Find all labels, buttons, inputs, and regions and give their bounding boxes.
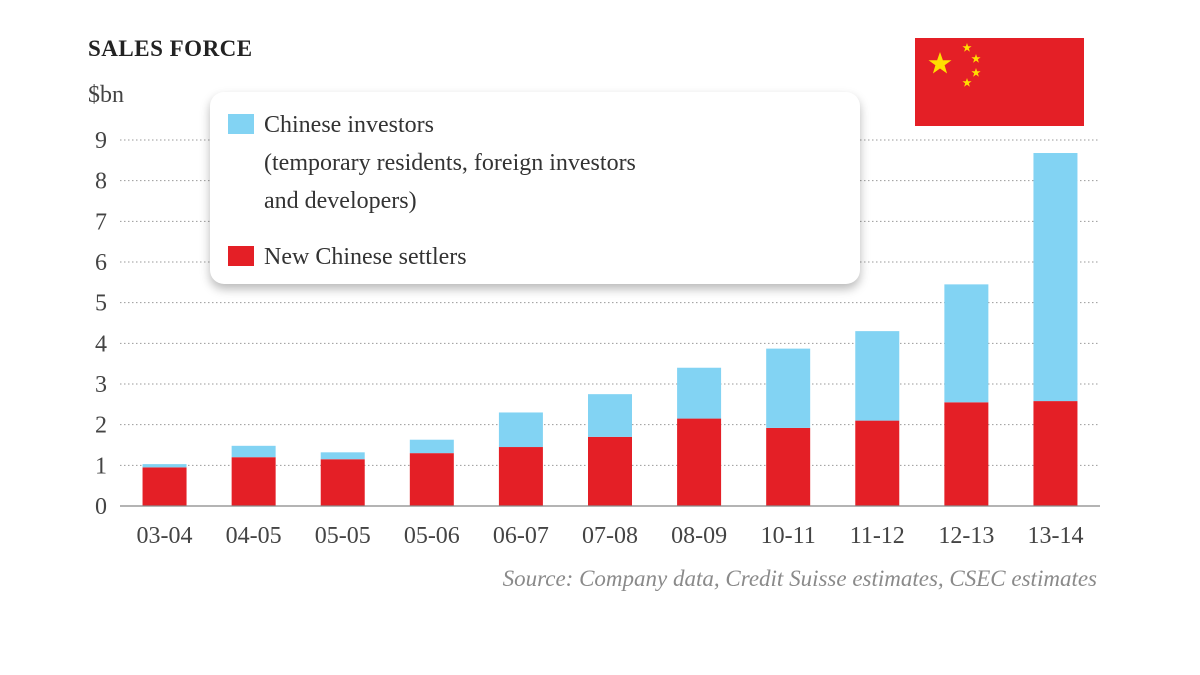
x-tick-label: 10-11 xyxy=(761,523,816,549)
small-star-icon xyxy=(962,43,972,52)
bar-chinese-investors-10-11 xyxy=(766,348,811,428)
bar-new-chinese-settlers-05-06 xyxy=(409,453,454,506)
bars xyxy=(142,153,1078,506)
bar-new-chinese-settlers-06-07 xyxy=(498,447,543,506)
y-tick-label: 7 xyxy=(95,209,107,235)
x-tick-label: 06-07 xyxy=(493,523,549,549)
bar-chinese-investors-13-14 xyxy=(1033,153,1078,402)
x-tick-label: 07-08 xyxy=(582,523,638,549)
y-tick-label: 1 xyxy=(95,453,107,479)
bar-new-chinese-settlers-11-12 xyxy=(855,420,900,506)
small-star-icon xyxy=(971,68,981,77)
chart-title: SALES FORCE xyxy=(88,36,253,61)
bar-chinese-investors-05-05 xyxy=(320,452,365,460)
y-tick-label: 0 xyxy=(95,494,107,520)
bar-new-chinese-settlers-04-05 xyxy=(231,457,276,506)
x-tick-label: 12-13 xyxy=(938,523,994,549)
bar-chinese-investors-07-08 xyxy=(588,394,632,437)
legend-label-chinese-investors: Chinese investors (temporary residents, … xyxy=(264,112,636,214)
small-star-icon xyxy=(962,78,972,87)
bar-new-chinese-settlers-10-11 xyxy=(766,427,811,506)
x-tick-label: 04-05 xyxy=(226,523,282,549)
small-star-icon xyxy=(971,54,981,63)
bar-chinese-investors-08-09 xyxy=(677,367,722,419)
y-tick-label: 2 xyxy=(95,413,107,439)
bar-chinese-investors-04-05 xyxy=(231,445,276,458)
source-note: Source: Company data, Credit Suisse esti… xyxy=(502,566,1097,591)
legend-swatch-chinese-investors xyxy=(228,114,254,134)
bar-new-chinese-settlers-13-14 xyxy=(1033,401,1078,506)
bar-chinese-investors-11-12 xyxy=(855,331,900,421)
x-tick-label: 05-05 xyxy=(315,523,371,549)
gridlines xyxy=(120,139,1100,466)
y-tick-label: 9 xyxy=(95,128,107,154)
bar-chinese-investors-06-07 xyxy=(498,412,543,448)
bar-new-chinese-settlers-08-09 xyxy=(677,418,722,506)
y-tick-label: 4 xyxy=(95,331,107,357)
large-star-icon xyxy=(928,52,952,74)
y-tick-label: 5 xyxy=(95,291,107,317)
bar-new-chinese-settlers-07-08 xyxy=(588,436,632,506)
y-tick-label: 8 xyxy=(95,169,107,195)
y-tick-label: 6 xyxy=(95,250,107,276)
y-axis-ticks: 0 1 2 3 4 5 6 7 8 9 xyxy=(95,128,107,520)
x-tick-label: 03-04 xyxy=(137,523,193,549)
y-tick-label: 3 xyxy=(95,372,107,398)
chart-legend: Chinese investors (temporary residents, … xyxy=(210,92,860,284)
x-axis-ticks: 03-04 04-05 05-05 05-06 06-07 07-08 08-09 10-11… xyxy=(137,523,1084,549)
bar-chinese-investors-05-06 xyxy=(409,439,454,454)
y-axis-unit-label: $bn xyxy=(88,82,124,108)
bar-new-chinese-settlers-12-13 xyxy=(944,402,989,506)
x-tick-label: 13-14 xyxy=(1027,523,1083,549)
bar-new-chinese-settlers-05-05 xyxy=(320,459,365,506)
bar-chinese-investors-12-13 xyxy=(944,284,989,403)
x-tick-label: 11-12 xyxy=(850,523,905,549)
bar-chinese-investors-03-04 xyxy=(142,464,187,468)
x-tick-label: 08-09 xyxy=(671,523,727,549)
legend-swatch-new-chinese-settlers xyxy=(228,246,254,266)
x-tick-label: 05-06 xyxy=(404,523,460,549)
bar-new-chinese-settlers-03-04 xyxy=(142,467,187,506)
flag-of-china xyxy=(915,38,1084,126)
legend-label-new-chinese-settlers: New Chinese settlers xyxy=(264,244,467,270)
